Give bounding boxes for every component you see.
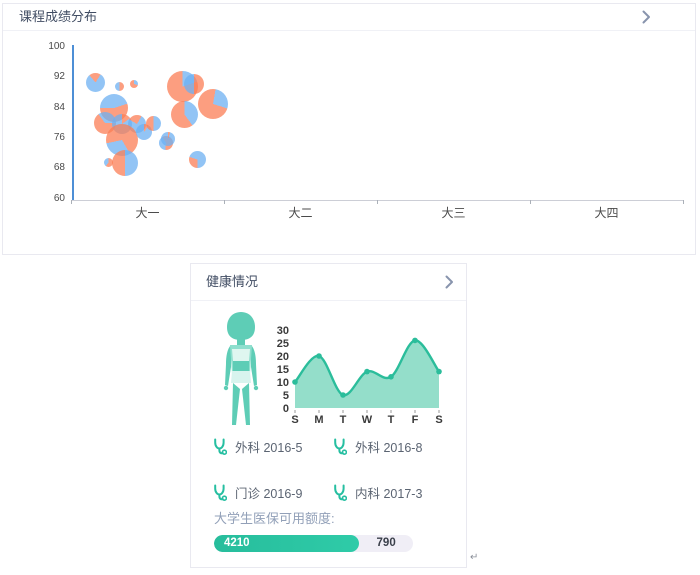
- day-label: M: [314, 414, 323, 426]
- visit-item: 外科 2016-5: [213, 437, 325, 456]
- y-axis-tick-label: 68: [53, 162, 65, 174]
- health-card-title: 健康情况: [206, 274, 259, 289]
- visit-list: 外科 2016-5 外科 2016-8 门诊 2016-9: [213, 437, 453, 502]
- x-category-label: 大三: [441, 206, 466, 220]
- grade-bubble: [112, 149, 138, 176]
- health-y-tick-label: 20: [277, 351, 289, 363]
- x-category-label: 大一: [135, 206, 160, 220]
- y-axis-tick-label: 92: [53, 71, 65, 83]
- x-axis-tick: [530, 200, 531, 204]
- grade-bubble: [171, 100, 199, 128]
- y-axis: [72, 45, 74, 201]
- course-grade-card-header: 课程成绩分布: [3, 4, 695, 31]
- grade-bubble: [189, 150, 207, 168]
- chevron-right-icon[interactable]: [642, 10, 651, 24]
- female-body-icon: [223, 312, 259, 425]
- health-y-tick-label: 30: [277, 325, 289, 337]
- grade-bubble: [161, 132, 175, 147]
- return-mark-glyph: ↵: [470, 552, 479, 563]
- grade-bubble: [145, 115, 161, 131]
- y-axis-tick-label: 84: [53, 101, 65, 113]
- visit-item: 外科 2016-8: [333, 437, 453, 456]
- x-axis-tick: [377, 200, 378, 204]
- visit-label: 外科 2016-8: [355, 441, 423, 455]
- insurance-used-value: 4210: [224, 537, 250, 549]
- stethoscope-icon: [334, 438, 347, 455]
- x-category-label: 大四: [594, 206, 619, 220]
- day-label: S: [291, 414, 298, 426]
- y-axis-tick-label: 100: [48, 41, 65, 52]
- stethoscope-icon: [334, 484, 347, 501]
- health-y-tick-label: 15: [277, 364, 289, 376]
- grade-bubble: [197, 89, 228, 120]
- course-grade-card: 课程成绩分布 100 92 84 76 68 60 大一 大二 大三 大四: [2, 3, 696, 255]
- grade-bubble: [114, 81, 124, 91]
- health-y-tick-label: 0: [283, 403, 289, 415]
- health-y-tick-label: 25: [277, 338, 289, 350]
- grade-bubble: [86, 73, 106, 93]
- visit-label: 外科 2016-5: [235, 441, 303, 455]
- insurance-quota-bar: 4210 790: [214, 535, 413, 552]
- day-label: T: [340, 414, 347, 426]
- day-label: F: [412, 414, 419, 426]
- health-data-point: [364, 368, 370, 375]
- y-axis-tick-label: 60: [53, 192, 65, 204]
- grade-bubble: [184, 74, 204, 95]
- health-card: 健康情况 30 25 20 15 10 5 0 S M T W T F S: [190, 263, 467, 568]
- day-label: W: [362, 414, 373, 426]
- health-data-point: [412, 337, 418, 344]
- health-data-point: [292, 379, 298, 385]
- health-data-point: [388, 374, 394, 380]
- health-data-point: [340, 392, 346, 398]
- health-y-tick-label: 5: [283, 390, 289, 402]
- insurance-quota-label: 大学生医保可用额度:: [214, 511, 335, 526]
- stethoscope-icon: [214, 484, 227, 501]
- grade-bubble: [103, 158, 113, 168]
- visit-label: 内科 2017-3: [355, 487, 423, 501]
- course-grade-card-title: 课程成绩分布: [19, 9, 98, 24]
- x-axis-tick: [224, 200, 225, 204]
- visit-item: 门诊 2016-9: [213, 483, 325, 502]
- x-category-label: 大二: [288, 206, 313, 220]
- health-data-point: [316, 353, 322, 359]
- x-axis-tick: [683, 200, 684, 204]
- insurance-remaining-value: 790: [376, 537, 396, 549]
- visit-item: 内科 2017-3: [333, 483, 453, 502]
- day-label: T: [388, 414, 395, 426]
- insurance-used-segment: 4210: [214, 535, 360, 552]
- x-axis-tick: [71, 200, 72, 204]
- visit-label: 门诊 2016-9: [235, 487, 303, 501]
- day-label: S: [435, 414, 442, 426]
- health-y-tick-label: 10: [277, 377, 289, 389]
- x-axis: [72, 200, 684, 201]
- chevron-right-icon[interactable]: [445, 275, 454, 289]
- stethoscope-icon: [214, 438, 227, 455]
- y-axis-tick-label: 76: [53, 131, 65, 143]
- grade-bubble: [130, 80, 139, 89]
- health-card-header: 健康情况: [191, 264, 466, 301]
- health-data-point: [436, 368, 442, 375]
